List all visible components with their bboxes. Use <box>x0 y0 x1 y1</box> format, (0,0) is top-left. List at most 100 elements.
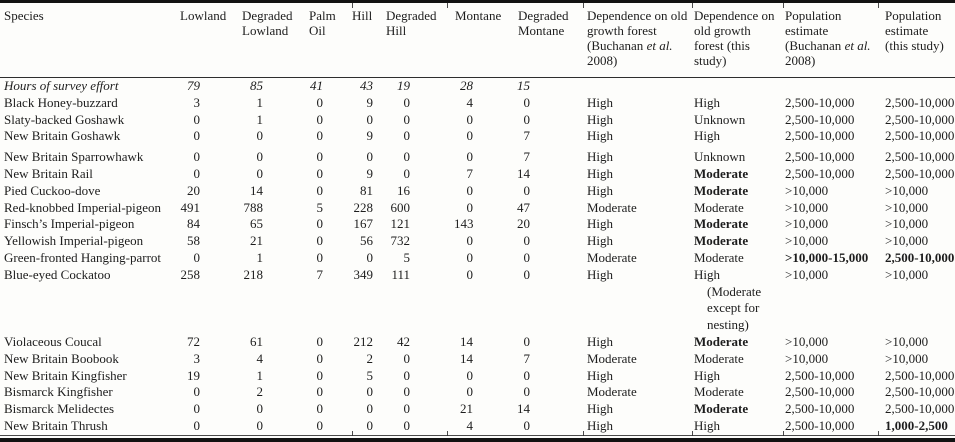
count-cell: 0 <box>466 128 474 144</box>
pop-buchanan-cell: >10,000 <box>785 350 829 366</box>
count-cell: 0 <box>316 182 324 198</box>
count-cell: 0 <box>466 249 474 265</box>
count-cell: 212 <box>353 333 374 349</box>
dep-buchanan-cell: Moderate <box>587 350 637 366</box>
dep-buchanan-cell: Moderate <box>587 384 637 400</box>
pop-this-study-cell: >10,000 <box>885 266 929 282</box>
species-cell: Red-knobbed Imperial-pigeon <box>4 199 162 215</box>
table-body: Hours of survey effort 79 85 41 43 19 28 15 Blac… <box>0 78 955 436</box>
count-cell: 0 <box>316 94 324 110</box>
count-cell: 72 <box>187 333 200 349</box>
count-cell: 5 <box>316 199 324 215</box>
count-cell: 7 <box>523 149 531 165</box>
count-cell: 0 <box>523 249 531 265</box>
species-row: Slaty-backed Goshawk 0 1 0 0 0 0 0 High Unknown 2,… <box>0 112 955 129</box>
count-cell: 14 <box>517 401 530 417</box>
column-header-dep-old-growth-buchanan: Dependence on old growth forest (Buchana… <box>584 3 692 78</box>
count-cell: 2 <box>366 350 374 366</box>
count-cell: 0 <box>193 165 201 181</box>
species-row: Pied Cuckoo-dove 20 14 0 81 16 0 0 High Moderate >… <box>0 183 955 200</box>
count-cell: 79 <box>187 78 200 93</box>
pop-this-study-cell: 2,500-10,000 <box>885 149 955 165</box>
dep-buchanan-cell: High <box>587 111 613 127</box>
count-cell: 0 <box>523 182 531 198</box>
pop-this-study-cell: >10,000 <box>885 233 929 249</box>
species-cell: New Britain Goshawk <box>4 128 121 144</box>
column-header-species: Species <box>0 3 178 78</box>
count-cell: 0 <box>316 249 324 265</box>
dep-buchanan-cell: High <box>587 333 613 349</box>
species-cell: Bismarck Melidectes <box>4 401 115 417</box>
count-cell: 0 <box>316 367 324 383</box>
count-cell: 0 <box>523 384 531 400</box>
species-cell: Violaceous Coucal <box>4 333 102 349</box>
pop-buchanan-cell: 2,500-10,000 <box>785 128 855 144</box>
count-cell: 0 <box>466 266 474 282</box>
count-cell: 9 <box>366 128 374 144</box>
count-cell: 0 <box>466 111 474 127</box>
count-cell: 0 <box>366 401 374 417</box>
count-cell: 14 <box>250 182 263 198</box>
column-header-degraded-montane: Degraded Montane <box>516 3 584 78</box>
count-cell: 0 <box>523 111 531 127</box>
dep-buchanan-cell: High <box>587 367 613 383</box>
count-cell: 0 <box>466 199 474 215</box>
count-cell: 14 <box>460 333 473 349</box>
count-cell: 0 <box>256 149 264 165</box>
count-cell: 228 <box>353 199 374 215</box>
count-cell: 5 <box>403 249 411 265</box>
pop-this-study-cell: >10,000 <box>885 199 929 215</box>
species-row: Bismarck Melidectes 0 0 0 0 0 21 14 High Moderate… <box>0 401 955 418</box>
column-rule-tick <box>352 430 353 436</box>
count-cell: 7 <box>523 350 531 366</box>
count-cell: 0 <box>403 111 411 127</box>
species-row: Finsch’s Imperial-pigeon 84 65 0 167 121 143 20… <box>0 216 955 233</box>
species-cell: Blue-eyed Cockatoo <box>4 266 111 282</box>
count-cell: 41 <box>310 78 323 93</box>
pop-buchanan-cell: >10,000 <box>785 182 829 198</box>
count-cell: 0 <box>523 367 531 383</box>
count-cell: 0 <box>256 417 264 433</box>
dep-this-study-note: (Moderate except for nesting) <box>707 283 762 333</box>
species-row: Violaceous Coucal 72 61 0 212 42 14 0 High Modera… <box>0 334 955 351</box>
count-cell: 58 <box>187 233 200 249</box>
column-header-degraded-hill: Degraded Hill <box>384 3 453 78</box>
pop-buchanan-cell: >10,000 <box>785 233 829 249</box>
count-cell: 0 <box>403 384 411 400</box>
dep-this-study-cell: Moderate <box>694 233 749 249</box>
pop-buchanan-cell: >10,000 <box>785 216 829 232</box>
dep-this-study-cell: Moderate <box>694 199 744 215</box>
count-cell: 4 <box>256 350 264 366</box>
species-cell: Black Honey-buzzard <box>4 94 118 110</box>
count-cell: 0 <box>466 384 474 400</box>
column-rule-tick <box>352 3 353 8</box>
count-cell: 84 <box>187 216 200 232</box>
pop-this-study-cell: >10,000 <box>885 350 929 366</box>
pop-buchanan-cell: 2,500-10,000 <box>785 401 855 417</box>
column-rule-tick <box>878 3 879 8</box>
dep-this-study-cell: Moderate <box>694 216 749 232</box>
count-cell: 0 <box>316 149 324 165</box>
pop-this-study-cell: 2,500-10,000 <box>885 128 955 144</box>
count-cell: 1 <box>256 111 264 127</box>
header-row: Species Lowland Degraded Lowland Palm Oil Hi… <box>0 3 955 78</box>
count-cell: 42 <box>397 333 410 349</box>
pop-buchanan-cell: >10,000-15,000 <box>785 249 869 265</box>
column-header-degraded-lowland: Degraded Lowland <box>240 3 307 78</box>
count-cell: 14 <box>517 165 530 181</box>
count-cell: 0 <box>466 149 474 165</box>
count-cell: 0 <box>466 182 474 198</box>
count-cell: 0 <box>403 149 411 165</box>
dep-this-study-cell: Unknown <box>694 149 746 165</box>
count-cell: 3 <box>193 94 201 110</box>
count-cell: 14 <box>460 350 473 366</box>
species-cell: Green-fronted Hanging-parrot <box>4 249 162 265</box>
count-cell: 15 <box>517 78 530 93</box>
pop-this-study-cell: 2,500-10,000 <box>885 249 955 265</box>
count-cell: 5 <box>366 367 374 383</box>
dep-buchanan-cell: High <box>587 401 613 417</box>
pop-buchanan-cell: 2,500-10,000 <box>785 111 855 127</box>
count-cell: 3 <box>193 350 201 366</box>
count-cell: 4 <box>466 94 474 110</box>
count-cell: 0 <box>366 149 374 165</box>
